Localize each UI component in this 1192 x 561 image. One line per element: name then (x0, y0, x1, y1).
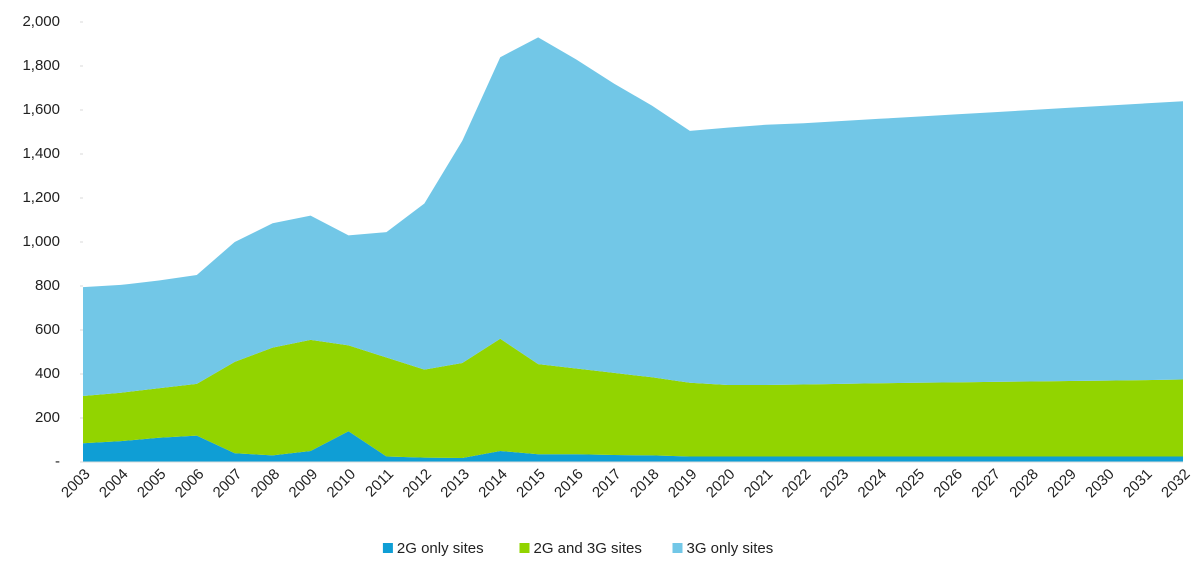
legend-label: 3G only sites (687, 540, 774, 557)
x-tick-label: 2024 (855, 466, 891, 502)
legend-swatch (382, 543, 393, 553)
y-tick-label: 1,000 (22, 233, 60, 250)
x-tick-label: 2026 (930, 466, 966, 502)
x-tick-label: 2008 (248, 466, 284, 502)
legend-swatch (672, 543, 683, 553)
area (83, 338, 1183, 459)
y-tick-label: 2,000 (22, 13, 60, 30)
x-tick-label: 2022 (779, 466, 815, 502)
x-tick-label: 2017 (589, 466, 625, 502)
legend-swatch (519, 543, 530, 553)
x-tick-label: 2029 (1044, 466, 1080, 502)
x-tick-label: 2013 (437, 466, 473, 502)
y-tick-label: 800 (35, 277, 60, 294)
x-tick-label: 2021 (741, 466, 777, 502)
y-tick-label: 1,800 (22, 57, 60, 74)
x-tick-label: 2028 (1006, 466, 1042, 502)
x-tick-label: 2014 (475, 466, 511, 502)
x-tick-label: 2027 (968, 466, 1004, 502)
area (83, 37, 1183, 397)
y-tick-label: 1,600 (22, 101, 60, 118)
y-tick-label: 600 (35, 321, 60, 338)
y-tick-label: 1,200 (22, 189, 60, 206)
x-tick-label: 2011 (362, 466, 397, 501)
x-tick-label: 2015 (513, 466, 549, 502)
x-tick-label: 2009 (286, 466, 322, 502)
x-tick-label: 2005 (134, 466, 170, 502)
y-tick-label: 200 (35, 409, 60, 426)
x-tick-label: 2020 (703, 466, 739, 502)
x-tick-label: 2023 (817, 466, 853, 502)
legend-label: 2G only sites (397, 540, 484, 557)
x-tick-label: 2004 (96, 466, 132, 502)
x-tick-label: 2031 (1120, 466, 1156, 502)
x-tick-label: 2003 (58, 466, 94, 502)
x-tick-label: 2012 (399, 466, 435, 502)
x-tick-label: 2032 (1158, 466, 1192, 502)
x-tick-label: 2006 (172, 466, 208, 502)
area (83, 431, 1183, 462)
x-tick-label: 2019 (665, 466, 701, 502)
y-tick-label: 400 (35, 365, 60, 382)
x-tick-label: 2018 (627, 466, 663, 502)
x-tick-label: 2007 (210, 466, 246, 502)
legend-label: 2G and 3G sites (534, 540, 642, 557)
x-tick-label: 2016 (551, 466, 587, 502)
y-tick-label: 1,400 (22, 145, 60, 162)
x-tick-label: 2030 (1082, 466, 1118, 502)
x-tick-label: 2010 (324, 466, 360, 502)
x-tick-label: 2025 (892, 466, 928, 502)
y-tick-label: - (55, 453, 60, 470)
